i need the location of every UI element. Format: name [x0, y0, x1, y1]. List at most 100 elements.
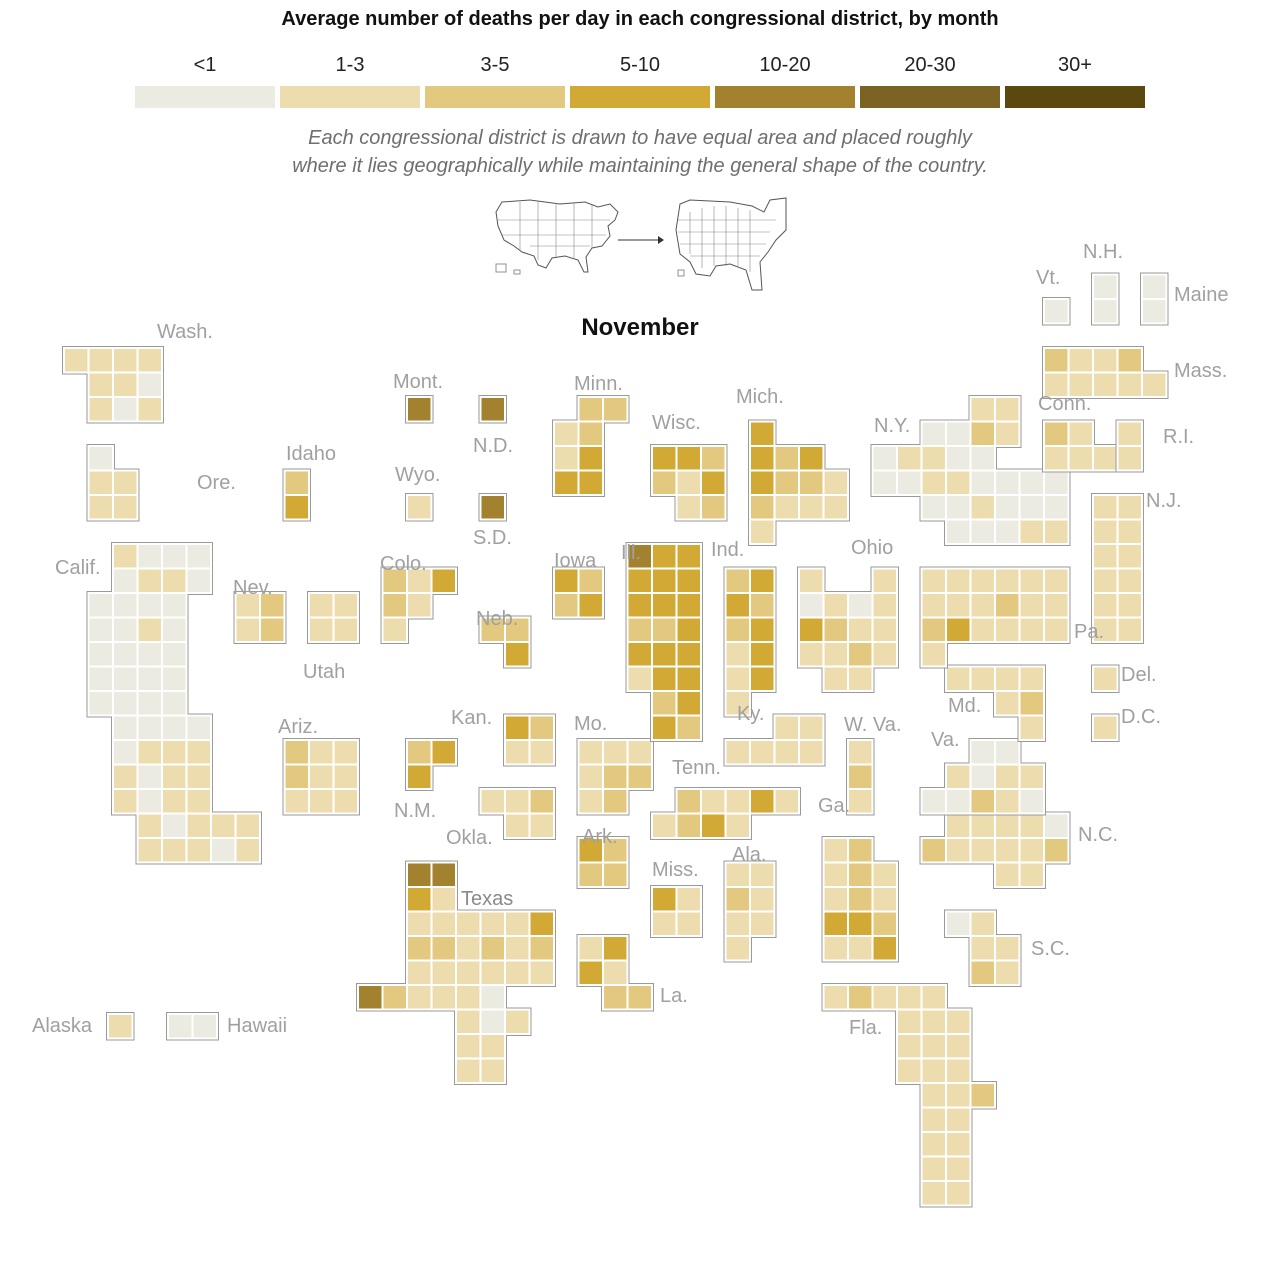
- district-tile: [849, 618, 872, 641]
- district-tile: [408, 863, 431, 886]
- district-tile: [89, 349, 112, 372]
- state-label-conn: Conn.: [1038, 393, 1092, 415]
- district-tile: [432, 569, 455, 592]
- district-tile: [824, 471, 847, 494]
- district-tile: [1118, 594, 1141, 617]
- district-tile: [628, 986, 651, 1009]
- state-utah: [307, 591, 360, 644]
- district-tile: [187, 741, 210, 764]
- district-tile: [849, 986, 872, 1009]
- district-tile: [1094, 520, 1117, 543]
- explainer-note-line1: Each congressional district is drawn to …: [308, 127, 972, 149]
- district-tile: [1020, 863, 1043, 886]
- district-tile: [800, 569, 823, 592]
- district-tile: [604, 937, 627, 960]
- district-tile: [530, 912, 553, 935]
- state-texas: [356, 860, 556, 1085]
- district-tile: [702, 496, 725, 519]
- district-tile: [800, 447, 823, 470]
- district-tile: [947, 471, 970, 494]
- district-tile: [1020, 716, 1043, 739]
- district-tile: [1118, 373, 1141, 396]
- state-label-ga: Ga.: [818, 795, 851, 817]
- district-tile: [481, 912, 504, 935]
- district-tile: [947, 594, 970, 617]
- district-tile: [775, 471, 798, 494]
- district-tile: [726, 667, 749, 690]
- district-tile: [163, 594, 186, 617]
- state-label-utah: Utah: [303, 661, 346, 683]
- state-s-d: [478, 493, 507, 522]
- state-s-c: [944, 909, 1022, 987]
- district-tile: [334, 765, 357, 788]
- district-tile: [1069, 447, 1092, 470]
- district-tile: [604, 961, 627, 984]
- state-mich: [748, 419, 850, 546]
- district-tile: [653, 667, 676, 690]
- state-label-wash: Wash.: [157, 321, 213, 343]
- district-tile: [530, 716, 553, 739]
- state-d-c: [1091, 713, 1120, 742]
- district-tile: [922, 839, 945, 862]
- district-tile: [873, 447, 896, 470]
- district-tile: [726, 741, 749, 764]
- district-tile: [1118, 545, 1141, 568]
- district-tile: [506, 790, 529, 813]
- district-tile: [138, 373, 161, 396]
- district-tile: [628, 765, 651, 788]
- district-tile: [971, 398, 994, 421]
- district-tile: [310, 741, 333, 764]
- district-tile: [114, 398, 137, 421]
- district-tile: [408, 961, 431, 984]
- district-tile: [677, 545, 700, 568]
- state-label-wisc: Wisc.: [652, 412, 701, 434]
- district-tile: [1020, 569, 1043, 592]
- district-tile: [971, 765, 994, 788]
- district-tile: [579, 422, 602, 445]
- district-tile: [138, 594, 161, 617]
- legend-swatch: [425, 86, 565, 108]
- district-tile: [383, 569, 406, 592]
- legend-swatch: [1005, 86, 1145, 108]
- district-tile: [604, 863, 627, 886]
- district-tile: [873, 569, 896, 592]
- state-fla: [821, 983, 997, 1208]
- district-tile: [1118, 447, 1141, 470]
- explainer-transform-graphic: [495, 197, 787, 291]
- district-tile: [628, 594, 651, 617]
- legend-label-3-5: 3-5: [480, 54, 510, 76]
- district-tile: [506, 912, 529, 935]
- district-tile: [849, 888, 872, 911]
- district-tile: [653, 594, 676, 617]
- district-tile: [996, 520, 1019, 543]
- state-conn: [1042, 419, 1120, 473]
- state-r-i: [1115, 419, 1144, 473]
- district-tile: [163, 643, 186, 666]
- district-tile: [187, 716, 210, 739]
- state-ill: [625, 542, 703, 742]
- district-tile: [481, 398, 504, 421]
- district-tile: [653, 447, 676, 470]
- district-tile: [726, 790, 749, 813]
- district-tile: [1118, 422, 1141, 445]
- legend-swatch: [715, 86, 855, 108]
- district-tile: [432, 741, 455, 764]
- legend-swatch: [860, 86, 1000, 108]
- district-tile: [824, 618, 847, 641]
- district-tile: [971, 569, 994, 592]
- district-tile: [1094, 373, 1117, 396]
- state-label-mich: Mich.: [736, 386, 784, 408]
- district-tile: [824, 594, 847, 617]
- state-label-wyo: Wyo.: [395, 464, 441, 486]
- district-tile: [138, 349, 161, 372]
- district-tile: [849, 765, 872, 788]
- district-tile: [432, 961, 455, 984]
- district-tile: [824, 888, 847, 911]
- district-tile: [114, 471, 137, 494]
- district-tile: [187, 790, 210, 813]
- district-tile: [1045, 373, 1068, 396]
- district-tile: [873, 986, 896, 1009]
- district-tile: [114, 692, 137, 715]
- arrow-right-icon: [618, 236, 664, 244]
- state-label-ala: Ala.: [732, 844, 767, 866]
